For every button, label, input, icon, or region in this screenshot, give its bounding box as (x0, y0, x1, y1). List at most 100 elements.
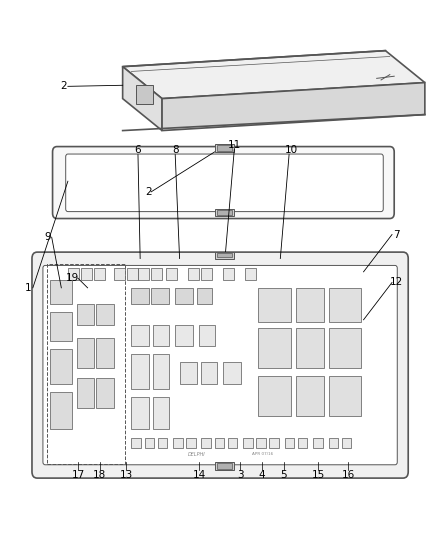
FancyBboxPatch shape (43, 265, 397, 465)
FancyBboxPatch shape (166, 268, 177, 280)
Bar (77, 378, 94, 408)
Text: 8: 8 (172, 146, 179, 155)
Polygon shape (217, 463, 232, 469)
Bar (96, 338, 114, 368)
Bar (151, 288, 169, 304)
Bar (50, 280, 72, 304)
Bar (328, 376, 361, 416)
FancyBboxPatch shape (269, 438, 279, 448)
Bar (96, 304, 114, 325)
FancyBboxPatch shape (145, 438, 154, 448)
Polygon shape (215, 209, 234, 216)
FancyBboxPatch shape (158, 438, 167, 448)
Bar (77, 304, 94, 325)
Bar (328, 288, 361, 322)
Text: 5: 5 (280, 471, 287, 480)
FancyBboxPatch shape (285, 438, 294, 448)
Bar (296, 328, 324, 368)
FancyBboxPatch shape (215, 438, 224, 448)
Text: 19: 19 (66, 273, 79, 283)
FancyBboxPatch shape (151, 268, 162, 280)
FancyBboxPatch shape (256, 438, 266, 448)
Text: 1: 1 (25, 283, 32, 293)
Bar (131, 397, 149, 429)
Bar (258, 328, 291, 368)
Text: 2: 2 (60, 82, 67, 91)
Bar (96, 378, 114, 408)
Text: 2: 2 (145, 187, 152, 197)
Bar (175, 325, 193, 346)
Text: 12: 12 (390, 278, 403, 287)
FancyBboxPatch shape (223, 268, 234, 280)
FancyBboxPatch shape (298, 438, 307, 448)
Polygon shape (217, 253, 232, 257)
FancyBboxPatch shape (342, 438, 351, 448)
Bar (197, 288, 212, 304)
Bar (258, 288, 291, 322)
Bar (50, 349, 72, 384)
Polygon shape (162, 83, 425, 131)
FancyBboxPatch shape (228, 438, 237, 448)
Bar (131, 288, 149, 304)
Bar (50, 312, 72, 341)
Text: 3: 3 (237, 471, 244, 480)
FancyBboxPatch shape (243, 438, 253, 448)
Polygon shape (123, 67, 162, 131)
Bar (50, 392, 72, 429)
FancyBboxPatch shape (201, 268, 212, 280)
Polygon shape (215, 144, 234, 152)
Text: APR 07/16: APR 07/16 (252, 452, 273, 456)
Text: 7: 7 (393, 230, 400, 239)
Bar (153, 325, 169, 346)
Polygon shape (215, 252, 234, 259)
FancyBboxPatch shape (245, 268, 256, 280)
Bar (199, 325, 215, 346)
FancyBboxPatch shape (313, 438, 323, 448)
Bar (180, 362, 197, 384)
FancyBboxPatch shape (94, 268, 105, 280)
Bar (223, 362, 241, 384)
Bar (153, 354, 169, 389)
Text: 9: 9 (44, 232, 51, 242)
Text: 6: 6 (134, 146, 141, 155)
Polygon shape (217, 145, 232, 151)
Text: 14: 14 (193, 471, 206, 480)
Bar (296, 376, 324, 416)
Text: 10: 10 (285, 146, 298, 155)
FancyBboxPatch shape (53, 147, 394, 219)
Bar (201, 362, 217, 384)
Bar (258, 376, 291, 416)
FancyBboxPatch shape (68, 268, 79, 280)
FancyBboxPatch shape (328, 438, 338, 448)
Text: DELPHI: DELPHI (188, 451, 206, 457)
Text: 15: 15 (311, 471, 325, 480)
Text: 11: 11 (228, 140, 241, 150)
Bar (77, 338, 94, 368)
FancyBboxPatch shape (66, 154, 383, 212)
FancyBboxPatch shape (81, 268, 92, 280)
FancyBboxPatch shape (188, 268, 199, 280)
Polygon shape (215, 462, 234, 470)
FancyBboxPatch shape (138, 268, 149, 280)
Bar (296, 288, 324, 322)
Bar (131, 325, 149, 346)
FancyBboxPatch shape (114, 268, 125, 280)
Bar (175, 288, 193, 304)
FancyBboxPatch shape (32, 252, 408, 478)
Text: 16: 16 (342, 471, 355, 480)
Text: 18: 18 (93, 471, 106, 480)
Polygon shape (123, 51, 425, 99)
Text: 4: 4 (258, 471, 265, 480)
Text: 13: 13 (120, 471, 133, 480)
Bar (131, 354, 149, 389)
Polygon shape (217, 210, 232, 215)
FancyBboxPatch shape (127, 268, 138, 280)
Text: 17: 17 (71, 471, 85, 480)
FancyBboxPatch shape (201, 438, 211, 448)
Polygon shape (136, 85, 153, 104)
FancyBboxPatch shape (173, 438, 183, 448)
FancyBboxPatch shape (131, 438, 141, 448)
Bar (153, 397, 169, 429)
FancyBboxPatch shape (186, 438, 196, 448)
Bar (328, 328, 361, 368)
